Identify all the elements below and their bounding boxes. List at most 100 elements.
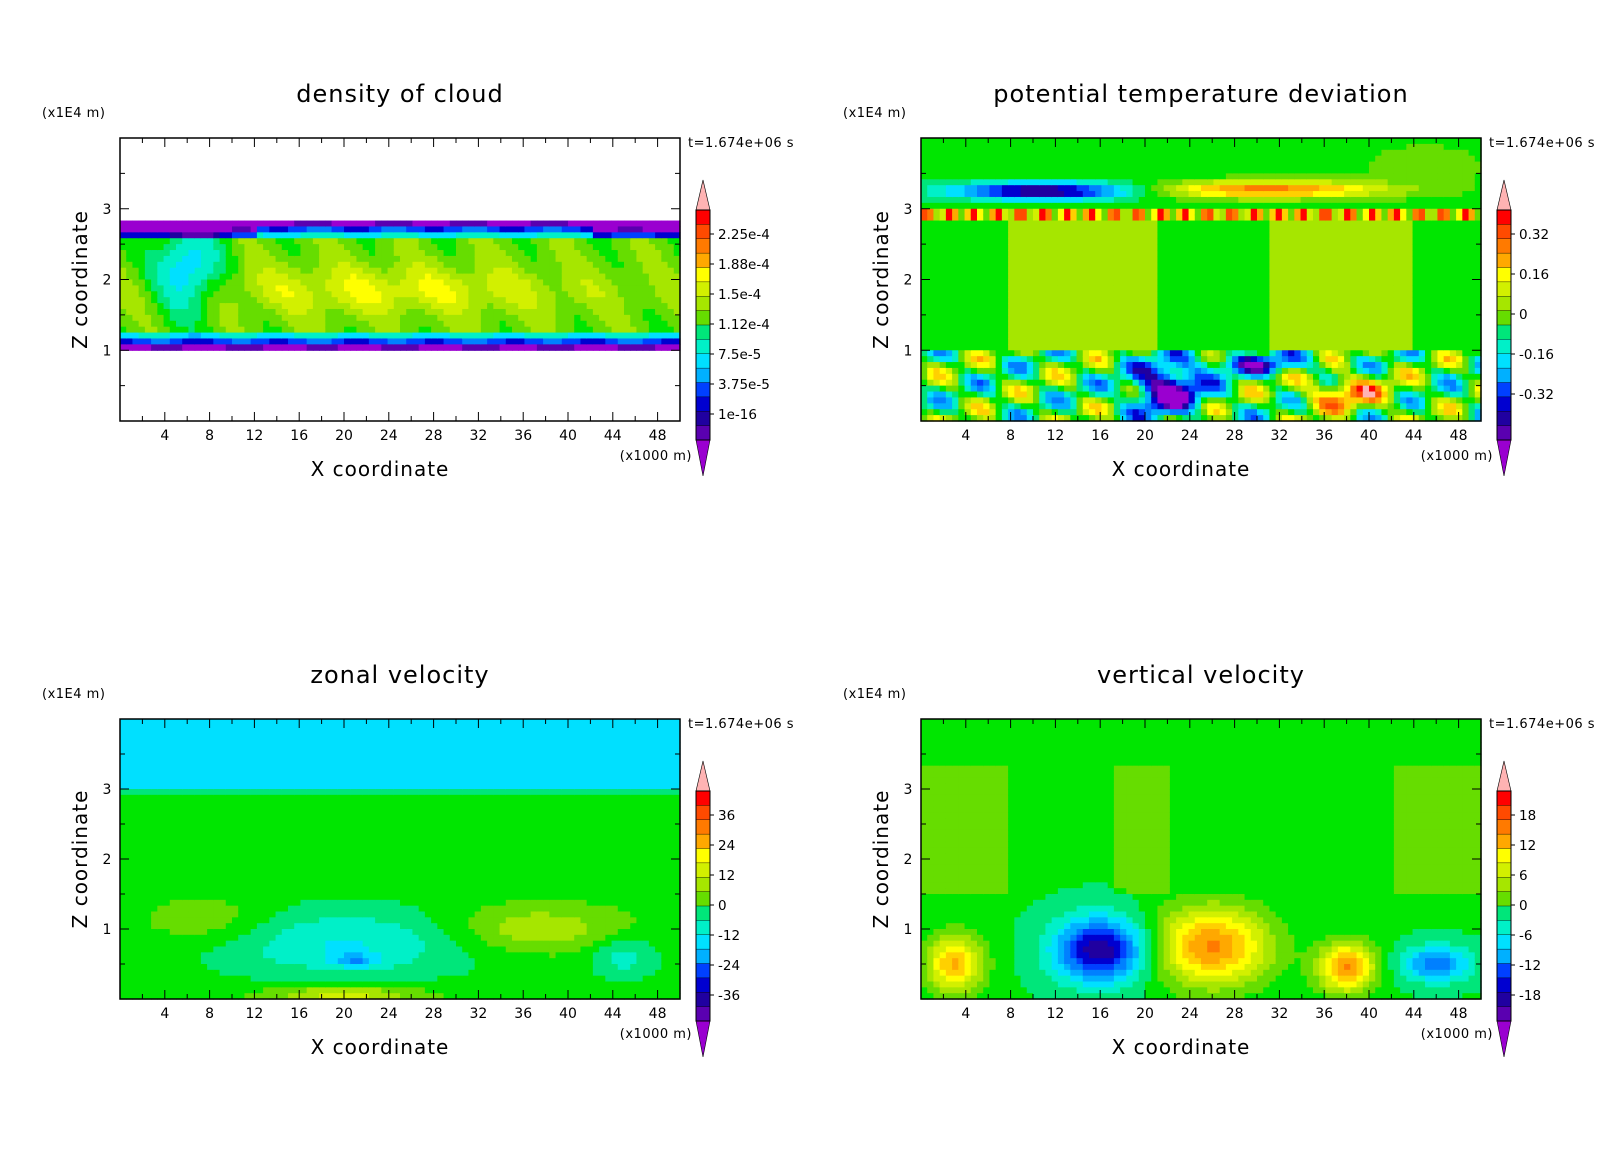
field-cell (1113, 191, 1121, 198)
field-cell (1188, 191, 1196, 198)
field-cell (1101, 255, 1109, 263)
field-cell (1269, 238, 1277, 245)
field-cell (406, 226, 414, 233)
field-cell (1250, 362, 1258, 369)
field-cell (1269, 155, 1277, 163)
field-cell (1157, 338, 1165, 345)
field-cell (331, 279, 339, 286)
field-cell (1101, 173, 1109, 180)
field-cell (536, 238, 544, 245)
field-cell (549, 238, 557, 245)
field-cell (163, 238, 171, 245)
field-cell (1244, 220, 1252, 228)
field-cell (1039, 261, 1047, 269)
field-cell (1145, 338, 1152, 345)
field-cell (493, 250, 501, 257)
field-cell (362, 314, 370, 322)
field-cell (549, 244, 557, 251)
field-cell (995, 320, 1003, 328)
field-cell (480, 255, 488, 263)
field-cell (1269, 255, 1277, 263)
field-cell (933, 303, 941, 310)
field-cell (1008, 367, 1015, 375)
field-cell (449, 238, 457, 245)
field-cell (487, 303, 494, 310)
field-cell (424, 250, 432, 257)
field-cell (1232, 338, 1239, 345)
field-cell (213, 320, 221, 328)
field-cell (1275, 191, 1283, 198)
field-cell (983, 314, 991, 322)
field-cell (1145, 297, 1152, 304)
field-cell (499, 232, 507, 239)
field-cell (1001, 356, 1009, 363)
field-cell (1001, 285, 1009, 292)
field-cell (1288, 367, 1295, 375)
field-cell (1257, 238, 1264, 245)
field-cell (1151, 385, 1159, 393)
field-cell (244, 332, 252, 340)
field-cell (138, 220, 146, 228)
field-cell (1045, 161, 1053, 169)
field-cell (1145, 273, 1152, 281)
field-cell (244, 320, 252, 328)
field-cell (1250, 155, 1258, 163)
field-cell (1238, 415, 1246, 422)
field-cell (1082, 314, 1090, 322)
field-cell (1257, 185, 1264, 192)
field-cell (1201, 238, 1208, 245)
field-cell (157, 297, 165, 304)
field-cell (1176, 149, 1183, 157)
field-cell (1188, 261, 1196, 269)
field-cell (624, 244, 631, 251)
field-cell (630, 291, 638, 298)
field-cell (393, 226, 401, 233)
field-cell (921, 214, 928, 222)
field-cell (933, 362, 941, 369)
field-cell (1095, 220, 1103, 228)
field-cell (1250, 273, 1258, 281)
field-cell (1275, 261, 1283, 269)
field-cell (213, 344, 221, 351)
field-cell (250, 285, 258, 292)
field-cell (1113, 297, 1121, 304)
field-cell (144, 308, 152, 316)
field-cell (1257, 326, 1264, 334)
field-cell (437, 267, 445, 275)
field-cell (964, 250, 972, 257)
field-cell (1238, 185, 1246, 192)
field-cell (983, 356, 991, 363)
field-cell (611, 326, 619, 334)
field-cell (945, 232, 953, 239)
field-cell (1138, 273, 1146, 281)
field-cell (1219, 409, 1227, 416)
field-cell (337, 267, 345, 275)
field-cell (1064, 350, 1071, 357)
field-cell (1219, 202, 1227, 210)
field-cell (1176, 415, 1183, 422)
field-cell (1070, 279, 1078, 286)
field-cell (1045, 326, 1053, 334)
field-cell (1275, 196, 1283, 204)
field-cell (1132, 220, 1140, 228)
field-cell (219, 273, 227, 281)
field-cell (673, 285, 681, 292)
field-cell (530, 297, 538, 304)
field-cell (927, 397, 935, 404)
field-cell (493, 332, 501, 340)
field-cell (337, 226, 345, 233)
field-cell (1188, 362, 1196, 369)
field-cell (1225, 415, 1233, 422)
field-cell (964, 196, 972, 204)
field-cell (1145, 291, 1152, 298)
field-cell (1294, 143, 1302, 151)
field-cell (200, 332, 208, 340)
field-cell (1107, 232, 1115, 239)
field-cell (443, 308, 451, 316)
field-cell (1045, 185, 1053, 192)
field-cell (449, 332, 457, 340)
field-cell (1014, 320, 1022, 328)
field-cell (443, 226, 451, 233)
field-cell (1151, 415, 1159, 422)
field-cell (1057, 238, 1065, 245)
